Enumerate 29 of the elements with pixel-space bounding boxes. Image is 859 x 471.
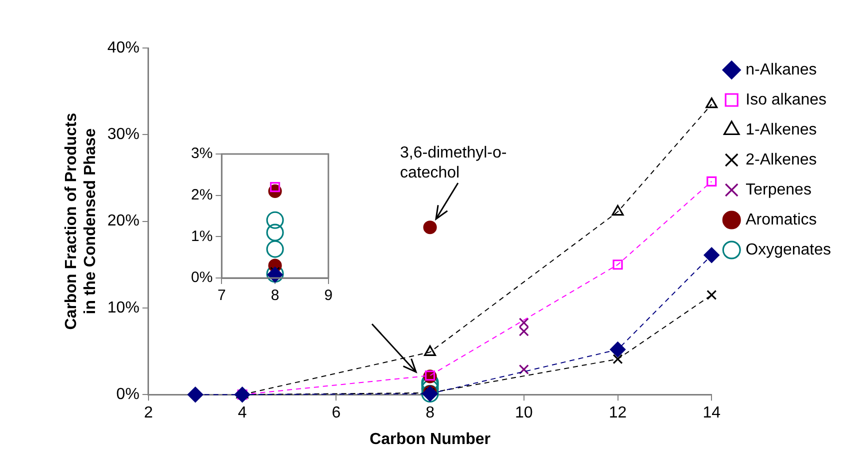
x-axis-title: Carbon Number (370, 430, 490, 448)
y-axis-title: Carbon Fraction of Products in the Condensed Phase (63, 112, 100, 330)
legend-label: Iso alkanes (746, 91, 827, 108)
y-tick-label: 2% (190, 186, 213, 204)
y-tick-label: 1% (190, 228, 213, 245)
x-tick-label: 4 (238, 404, 247, 422)
y-tick-label: 0% (190, 269, 213, 286)
y-tick-label: 10% (107, 299, 140, 316)
legend-label: Terpenes (746, 181, 812, 198)
legend-label: 2-Alkenes (746, 151, 817, 168)
x-tick-label: 12 (608, 404, 627, 422)
y-tick-label: 20% (107, 212, 140, 230)
legend-label: Aromatics (746, 211, 817, 228)
x-tick-label: 7 (218, 287, 226, 304)
legend-label: Oxygenates (746, 241, 832, 258)
y-tick-label: 30% (107, 126, 140, 144)
x-tick-label: 10 (514, 404, 533, 422)
legend-label: n-Alkanes (746, 61, 817, 78)
x-tick-label: 2 (144, 404, 153, 422)
x-tick-label: 14 (702, 404, 721, 422)
legend-label: 1-Alkenes (746, 121, 817, 138)
x-tick-label: 9 (324, 287, 333, 304)
x-tick-label: 8 (270, 287, 280, 304)
y-tick-label: 3% (190, 145, 213, 162)
x-tick-label: 6 (332, 404, 341, 422)
y-tick-label: 0% (116, 386, 140, 404)
x-tick-label: 8 (426, 404, 435, 422)
annotation: 3,6-dimethyl-o-catechol (400, 144, 507, 182)
y-tick-label: 40% (107, 39, 140, 56)
